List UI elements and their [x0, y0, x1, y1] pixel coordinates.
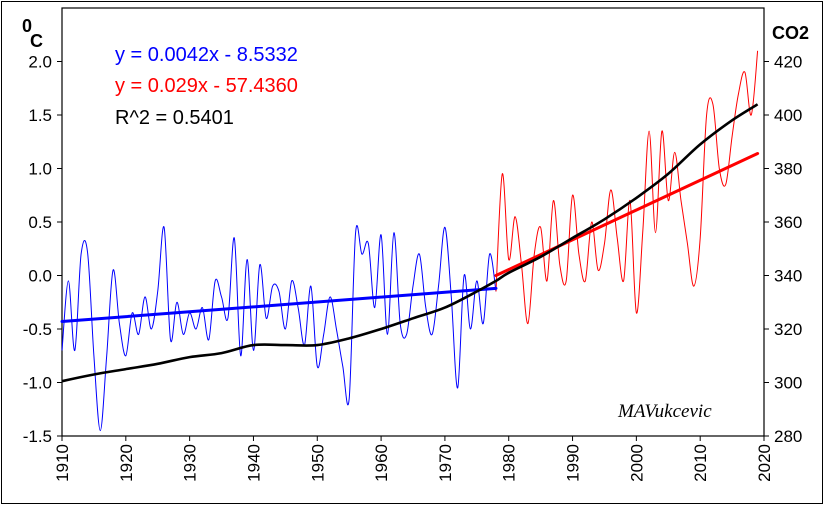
y-left-tick-label: 1.5	[28, 106, 52, 125]
x-tick-label: 1980	[500, 444, 519, 482]
x-tick-label: 2000	[627, 444, 646, 482]
series-blue-temperature-line	[61, 224, 497, 432]
equation-blue: y = 0.0042x - 8.5332	[115, 44, 298, 66]
y-right-tick-label: 300	[774, 374, 802, 393]
y-left-tick-label: 0.0	[28, 267, 52, 286]
x-tick-label: 1990	[564, 444, 583, 482]
x-tick-label: 1930	[181, 444, 200, 482]
x-tick-label: 1950	[308, 444, 327, 482]
y-right-tick-label: 420	[774, 53, 802, 72]
y-right-tick-label: 400	[774, 106, 802, 125]
y-left-tick-label: 2.0	[28, 53, 52, 72]
y-right-tick-label: 280	[774, 427, 802, 446]
y-left-tick-label: 1.0	[28, 160, 52, 179]
y-left-tick-label: -1.5	[23, 427, 52, 446]
x-tick-label: 1920	[117, 444, 136, 482]
x-tick-label: 1960	[372, 444, 391, 482]
y-right-tick-label: 360	[774, 213, 802, 232]
left-unit-sup: 0	[22, 16, 32, 36]
x-tick-label: 2020	[755, 444, 774, 482]
x-tick-label: 1970	[436, 444, 455, 482]
x-tick-label: 1910	[53, 444, 72, 482]
y-right-tick-label: 380	[774, 160, 802, 179]
series-red-temperature-line	[495, 50, 759, 325]
trendline-red	[494, 152, 760, 277]
trendline-blue	[60, 286, 498, 324]
equation-red: y = 0.029x - 57.4360	[115, 75, 298, 97]
right-unit-label: CO2	[772, 23, 809, 43]
y-left-tick-label: 0.5	[28, 213, 52, 232]
ticks-layer: 1910 1920 1930 1940 1950 1960 1970 1980 1990 2000…	[23, 53, 803, 482]
signature: MAVukcevic	[617, 401, 712, 422]
series-layer	[60, 50, 760, 432]
series-co2-line	[61, 103, 759, 383]
y-left-tick-label: -1.0	[23, 374, 52, 393]
y-left-tick-label: -0.5	[23, 320, 52, 339]
x-tick-label: 1940	[244, 444, 263, 482]
r-squared-label: R^2 = 0.5401	[115, 107, 234, 129]
y-right-tick-label: 340	[774, 267, 802, 286]
plot-area	[61, 7, 765, 437]
left-unit-label: C	[30, 31, 43, 51]
y-right-tick-label: 320	[774, 320, 802, 339]
x-tick-label: 2010	[691, 444, 710, 482]
